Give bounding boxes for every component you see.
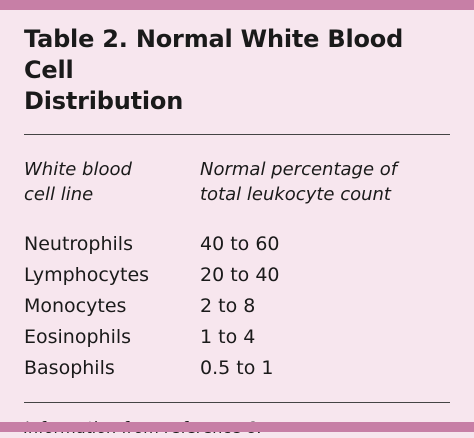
cell-percentage: 40 to 60 bbox=[200, 233, 280, 255]
cell-percentage: 0.5 to 1 bbox=[200, 357, 274, 379]
cell-line-name: Lymphocytes bbox=[24, 264, 150, 286]
header-cell-line: White blood cell line bbox=[24, 157, 200, 207]
table-row: Monocytes 2 to 8 bbox=[24, 291, 450, 322]
cell-line-name: Eosinophils bbox=[24, 326, 132, 348]
cell-percentage: 20 to 40 bbox=[200, 264, 280, 286]
table-title: Table 2. Normal White Blood Cell Distrib… bbox=[24, 24, 450, 117]
table-header: White blood cell line Normal percentage … bbox=[24, 157, 450, 207]
table-row: Basophils 0.5 to 1 bbox=[24, 353, 450, 384]
table-container: Table 2. Normal White Blood Cell Distrib… bbox=[24, 24, 450, 438]
header-cell-line-text-1: White blood bbox=[24, 159, 132, 180]
cell-line-name: Monocytes bbox=[24, 295, 127, 317]
cell-percentage: 2 to 8 bbox=[200, 295, 256, 317]
top-accent-bar bbox=[0, 0, 474, 10]
bottom-divider bbox=[24, 402, 450, 403]
table-row: Neutrophils 40 to 60 bbox=[24, 229, 450, 260]
cell-percentage: 1 to 4 bbox=[200, 326, 256, 348]
header-cell-line-text-2: cell line bbox=[24, 184, 94, 205]
cell-line-name: Basophils bbox=[24, 357, 115, 379]
table-title-line-2: Distribution bbox=[24, 87, 184, 115]
table-row: Lymphocytes 20 to 40 bbox=[24, 260, 450, 291]
table-title-line-1: Table 2. Normal White Blood Cell bbox=[24, 25, 404, 84]
header-percentage-text-2: total leukocyte count bbox=[200, 184, 391, 205]
table-row: Eosinophils 1 to 4 bbox=[24, 322, 450, 353]
table-body: Neutrophils 40 to 60 Lymphocytes 20 to 4… bbox=[24, 229, 450, 384]
top-divider bbox=[24, 134, 450, 135]
header-percentage: Normal percentage of total leukocyte cou… bbox=[200, 157, 450, 207]
header-percentage-text-1: Normal percentage of bbox=[200, 159, 398, 180]
cell-line-name: Neutrophils bbox=[24, 233, 133, 255]
bottom-accent-bar bbox=[0, 422, 474, 432]
